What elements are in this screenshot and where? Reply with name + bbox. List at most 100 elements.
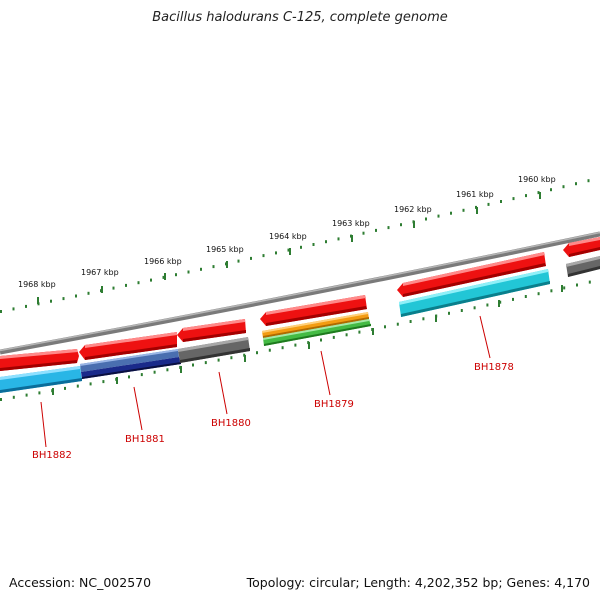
- major-tick: [244, 355, 246, 362]
- minor-tick: [300, 245, 302, 249]
- major-tick: [498, 300, 500, 307]
- leader-line: [218, 371, 228, 415]
- minor-tick: [487, 202, 490, 206]
- major-tick: [289, 248, 291, 255]
- minor-tick: [448, 311, 450, 315]
- minor-tick: [62, 297, 65, 301]
- minor-tick: [550, 289, 553, 293]
- major-tick: [226, 261, 228, 268]
- major-tick: [101, 286, 103, 293]
- minor-tick: [50, 299, 52, 303]
- cds-feature-blue: [80, 349, 179, 372]
- minor-tick: [192, 363, 194, 367]
- minor-tick: [525, 194, 527, 198]
- minor-tick: [562, 185, 565, 189]
- minor-tick: [162, 275, 165, 279]
- minor-tick: [422, 317, 425, 321]
- minor-tick: [450, 211, 452, 215]
- minor-tick: [102, 380, 105, 384]
- minor-tick: [38, 391, 41, 395]
- major-tick: [37, 297, 39, 304]
- minor-tick: [460, 309, 463, 312]
- minor-tick: [212, 265, 215, 269]
- gene-label[interactable]: BH1878: [474, 362, 514, 373]
- minor-tick: [512, 297, 514, 301]
- minor-tick: [217, 358, 220, 362]
- accession-text: Accession: NC_002570: [9, 575, 152, 590]
- minor-tick: [312, 243, 315, 246]
- minor-tick: [137, 281, 140, 285]
- leader-line: [133, 386, 143, 431]
- outer-tick-track: [0, 179, 590, 313]
- minor-tick: [575, 182, 577, 186]
- minor-tick: [64, 386, 66, 390]
- minor-tick: [153, 370, 156, 374]
- minor-tick: [237, 259, 240, 263]
- minor-tick: [375, 228, 377, 232]
- gene-label[interactable]: BH1881: [125, 434, 165, 445]
- minor-tick: [12, 395, 15, 399]
- major-tick: [116, 377, 118, 384]
- gene-leader-lines: [40, 315, 491, 448]
- ruler-label: 1961 kbp: [456, 190, 494, 199]
- minor-tick: [140, 373, 143, 377]
- major-tick: [351, 235, 353, 242]
- ruler-label: 1964 kbp: [269, 232, 307, 241]
- minor-tick: [256, 351, 258, 355]
- minor-tick: [462, 208, 465, 212]
- minor-tick: [166, 368, 169, 372]
- minor-tick: [287, 248, 290, 252]
- major-tick: [435, 315, 437, 322]
- minor-tick: [576, 283, 578, 287]
- gene-label[interactable]: BH1879: [314, 399, 354, 410]
- minor-tick: [550, 188, 552, 192]
- forward-strand-features: [0, 237, 600, 371]
- minor-tick: [281, 346, 284, 350]
- minor-tick: [425, 217, 427, 221]
- cds-feature-gray: [566, 256, 600, 277]
- minor-tick: [25, 393, 28, 397]
- ruler-label: 1960 kbp: [518, 175, 556, 184]
- minor-tick: [25, 304, 27, 308]
- minor-tick: [512, 197, 515, 201]
- minor-tick: [358, 330, 361, 334]
- gene-label[interactable]: BH1880: [211, 418, 251, 429]
- minor-tick: [200, 267, 202, 271]
- minor-tick: [499, 300, 502, 304]
- cds-feature-teal: [399, 269, 550, 317]
- leader-line: [479, 315, 491, 359]
- cds-feature-gray: [178, 337, 250, 363]
- major-tick: [413, 221, 415, 228]
- minor-tick: [563, 286, 566, 290]
- minor-tick: [437, 214, 440, 218]
- minor-tick: [204, 361, 207, 365]
- minor-tick: [320, 338, 322, 342]
- gene-feature-red: [79, 332, 177, 360]
- gene-feature-red: [563, 237, 600, 257]
- major-tick: [539, 192, 541, 199]
- minor-tick: [128, 375, 130, 379]
- minor-tick: [409, 320, 412, 323]
- leader-line: [40, 401, 47, 448]
- genome-summary-text: Topology: circular; Length: 4,202,352 bp…: [246, 575, 590, 590]
- minor-tick: [537, 292, 540, 296]
- minor-tick: [275, 251, 277, 255]
- minor-tick: [337, 237, 340, 241]
- inner-tick-track: [0, 280, 591, 401]
- minor-tick: [387, 226, 390, 230]
- minor-tick: [325, 240, 327, 244]
- minor-tick: [87, 291, 90, 295]
- cds-feature-green: [263, 319, 371, 346]
- minor-tick: [345, 333, 348, 337]
- minor-tick: [294, 343, 297, 347]
- major-tick: [164, 273, 166, 280]
- minor-tick: [500, 200, 502, 203]
- minor-tick: [262, 254, 265, 258]
- major-tick: [180, 366, 182, 373]
- minor-tick: [75, 294, 77, 298]
- backbone: [0, 231, 600, 355]
- minor-tick: [362, 231, 365, 235]
- gene-label[interactable]: BH1882: [32, 450, 72, 461]
- cds-features: [0, 256, 600, 393]
